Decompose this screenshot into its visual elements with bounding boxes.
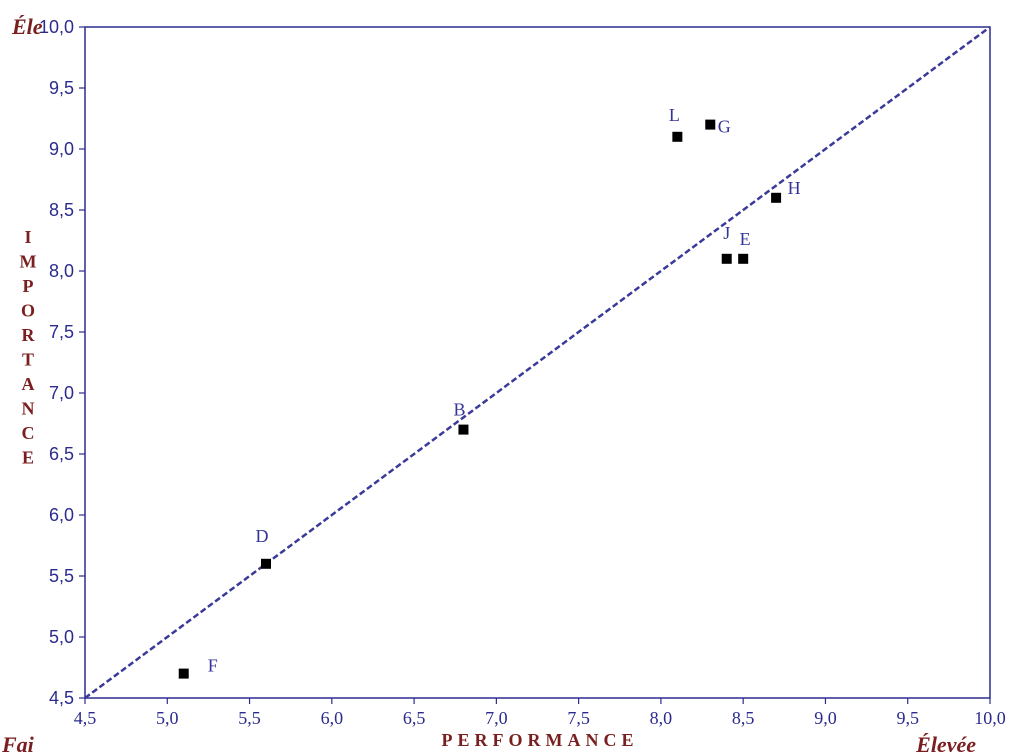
x-tick-label: 6,0 [321,708,344,728]
x-tick-label: 7,5 [567,708,590,728]
x-tick-label: 6,5 [403,708,426,728]
data-point-label: J [723,223,730,243]
y-tick-label: 5,5 [49,566,74,586]
x-tick-label: 8,5 [732,708,755,728]
x-axis-high-label: Élevée [915,732,976,755]
x-axis-low-label: Fai [1,732,35,755]
plot-area [84,26,991,699]
data-point-label: F [208,656,218,676]
y-tick-label: 9,0 [49,139,74,159]
y-axis-title-letter: O [21,301,35,321]
y-axis-title-letter: M [20,252,37,272]
data-point-marker [705,119,716,130]
data-point-marker [771,192,782,203]
y-tick-label: 8,5 [49,200,74,220]
y-tick-label: 10,0 [39,17,74,37]
y-axis-title-letter: N [22,399,35,419]
x-tick-label: 9,5 [896,708,919,728]
data-point-label: E [740,229,751,249]
y-tick-label: 8,0 [49,261,74,281]
x-tick-label: 5,5 [238,708,261,728]
data-points: F D B L G H J E [178,105,801,679]
data-point-marker [458,424,469,435]
data-point-label: G [718,117,731,137]
y-tick-label: 7,5 [49,322,74,342]
reference-line-group [84,25,991,700]
data-point-label: H [788,178,801,198]
y-axis-title-letter: A [22,374,35,394]
y-axis-title-letter: T [22,350,34,370]
y-tick-label: 9,5 [49,78,74,98]
reference-line [84,25,991,700]
data-point-label: L [669,105,680,125]
y-axis-title-letter: C [22,423,35,443]
y-axis-ticks: 4,5 5,0 5,5 6,0 6,5 7,0 7,5 8,0 8,5 9,0 9,5 10,0 [39,17,85,708]
y-axis-high-label: Éle [11,14,43,39]
data-point-label: D [256,526,269,546]
x-tick-label: 8,0 [650,708,673,728]
y-axis-title-letter: E [22,448,34,468]
x-tick-label: 10,0 [974,708,1006,728]
data-point-marker [261,558,271,569]
data-point-marker [721,253,732,264]
data-point-marker [672,131,683,142]
data-point-marker [738,253,749,264]
y-tick-label: 6,0 [49,505,74,525]
data-point-label: B [453,400,465,420]
y-tick-label: 5,0 [49,627,74,647]
y-tick-label: 7,0 [49,383,74,403]
y-axis-title-letter: P [23,276,34,296]
x-tick-label: 9,0 [814,708,837,728]
y-axis-title-letter: I [24,227,31,247]
y-tick-label: 4,5 [49,688,74,708]
y-tick-label: 6,5 [49,444,74,464]
y-axis-title-letter: R [22,325,36,345]
x-tick-label: 5,0 [156,708,179,728]
x-axis-ticks: 4,5 5,0 5,5 6,0 6,5 7,0 7,5 8,0 8,5 9,0 9,5 10,0 [74,698,1006,728]
data-point-marker [178,668,189,679]
x-tick-label: 7,0 [485,708,508,728]
x-tick-label: 4,5 [74,708,97,728]
x-axis-title: PERFORMANCE [442,730,639,750]
plot-border [84,26,991,699]
